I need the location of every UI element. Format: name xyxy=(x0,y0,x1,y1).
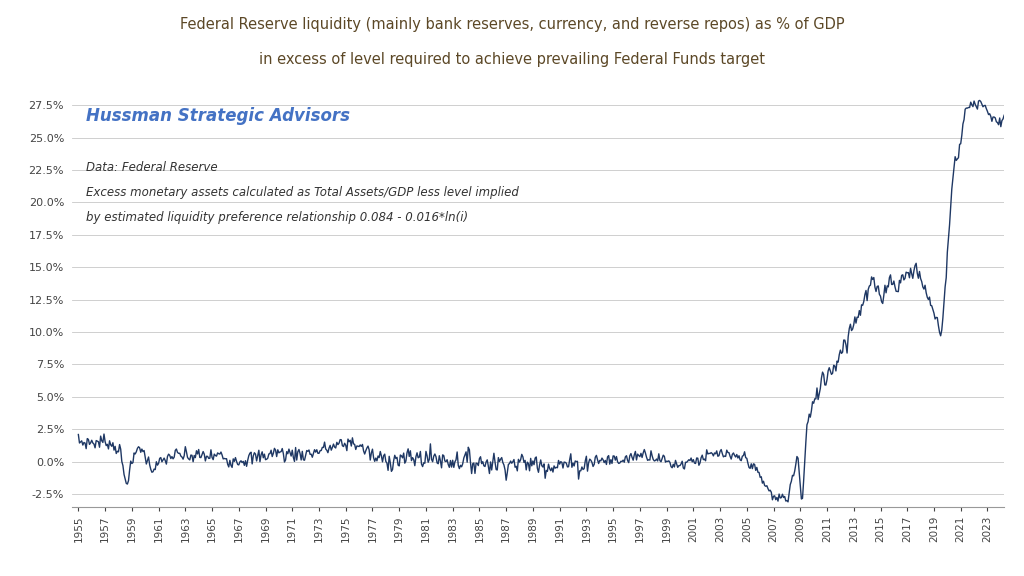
Text: Excess monetary assets calculated as Total Assets/GDP less level implied: Excess monetary assets calculated as Tot… xyxy=(86,186,518,199)
Text: Hussman Strategic Advisors: Hussman Strategic Advisors xyxy=(86,107,349,125)
Text: in excess of level required to achieve prevailing Federal Funds target: in excess of level required to achieve p… xyxy=(259,52,765,67)
Text: Data: Federal Reserve: Data: Federal Reserve xyxy=(86,161,217,174)
Text: Federal Reserve liquidity (mainly bank reserves, currency, and reverse repos) as: Federal Reserve liquidity (mainly bank r… xyxy=(179,17,845,32)
Text: by estimated liquidity preference relationship 0.084 - 0.016*ln(i): by estimated liquidity preference relati… xyxy=(86,211,468,223)
